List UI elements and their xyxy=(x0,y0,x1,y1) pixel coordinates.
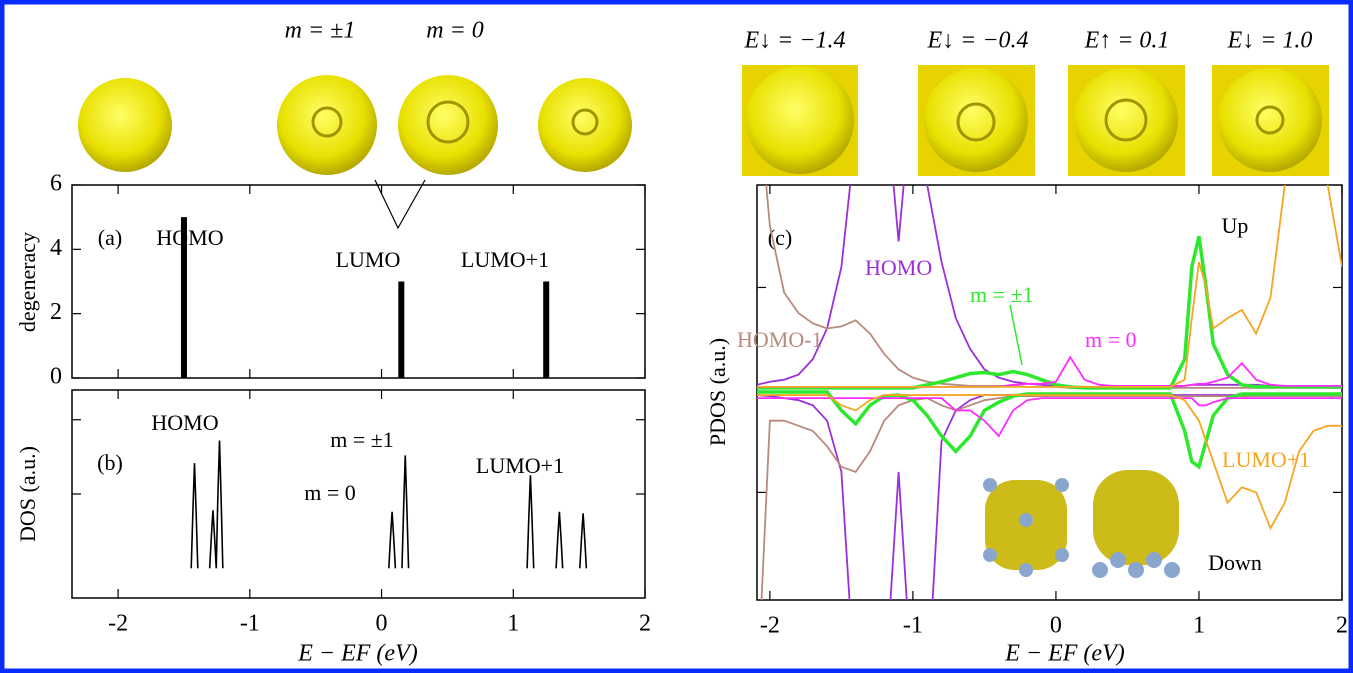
atom xyxy=(1055,478,1069,492)
molecule-detail xyxy=(956,102,996,142)
molecule-detail xyxy=(1255,105,1285,135)
image-label: m = 0 xyxy=(426,18,484,44)
x-tick-label: 0 xyxy=(1050,613,1062,639)
y-axis-label: DOS (a.u.) xyxy=(15,446,40,542)
atom xyxy=(1128,562,1144,578)
atom xyxy=(1146,552,1162,568)
annotation: m = 0 xyxy=(304,480,356,505)
molecule-detail xyxy=(1104,98,1148,142)
atom xyxy=(1110,552,1126,568)
y-tick-label: 2 xyxy=(50,299,62,325)
atom xyxy=(1164,562,1180,578)
molecule xyxy=(538,78,632,172)
molecule-images xyxy=(78,65,1329,176)
series-label: m = ±1 xyxy=(970,282,1034,307)
annotation: LUMO xyxy=(336,247,401,272)
inset-molecule xyxy=(1093,470,1179,565)
annotation: Up xyxy=(1222,213,1249,238)
molecule-detail xyxy=(571,108,599,136)
molecule xyxy=(78,78,172,172)
pdos-up-line xyxy=(757,185,1342,388)
bar xyxy=(180,217,187,378)
y-tick-label: 0 xyxy=(50,364,62,390)
molecule xyxy=(277,75,377,175)
x-tick-label: 1 xyxy=(507,611,519,637)
pdos-down-line xyxy=(757,390,1342,470)
image-label: E↓ = −0.4 xyxy=(926,28,1028,54)
x-tick-label: 2 xyxy=(639,611,651,637)
annotation: LUMO+1 xyxy=(476,453,564,478)
atom xyxy=(1019,513,1033,527)
pdos-up-line xyxy=(757,235,1342,390)
annotation: HOMO xyxy=(156,225,223,250)
panel-label: (b) xyxy=(97,450,123,475)
image-label: E↓ = 1.0 xyxy=(1227,28,1313,54)
plot-frame xyxy=(71,184,646,379)
pointer-lines xyxy=(374,179,426,230)
y-tick-label: 6 xyxy=(50,171,62,197)
x-tick-label: 1 xyxy=(1193,613,1205,639)
inset-structures xyxy=(983,470,1180,578)
bar xyxy=(543,281,550,378)
dos-line xyxy=(190,440,588,569)
x-tick-label: 2 xyxy=(1336,613,1348,639)
atom xyxy=(1092,562,1108,578)
x-tick-label: -2 xyxy=(760,613,780,639)
series-label: m = 0 xyxy=(1085,327,1137,352)
x-tick-label: -1 xyxy=(903,613,923,639)
x-axis-label: E − EF (eV) xyxy=(1004,641,1124,667)
pdos-down-line xyxy=(757,397,1342,438)
image-label: E↓ = −1.4 xyxy=(743,28,845,54)
pdos-down-line xyxy=(757,394,1342,531)
x-tick-label: -1 xyxy=(240,611,260,637)
annotation: LUMO+1 xyxy=(461,247,549,272)
atom xyxy=(983,478,997,492)
molecule xyxy=(746,66,854,174)
annotation: Down xyxy=(1208,550,1262,575)
image-label: m = ±1 xyxy=(285,18,356,44)
image-label: E↑ = 0.1 xyxy=(1084,28,1170,54)
molecule xyxy=(1074,68,1178,172)
atom xyxy=(983,548,997,562)
series-label: HOMO xyxy=(865,255,932,280)
bar xyxy=(398,281,405,378)
panel-label: (a) xyxy=(98,225,122,250)
atom xyxy=(1055,548,1069,562)
annotation: m = ±1 xyxy=(330,427,394,452)
x-tick-label: 0 xyxy=(376,611,388,637)
x-tick-label: -2 xyxy=(108,611,128,637)
molecule xyxy=(398,75,498,175)
y-axis-label: degeneracy xyxy=(15,232,40,332)
y-axis-label: PDOS (a.u.) xyxy=(705,338,730,446)
annotation: HOMO xyxy=(151,410,218,435)
y-tick-label: 4 xyxy=(50,235,62,261)
series-label: HOMO-1 xyxy=(737,327,823,352)
molecule xyxy=(1218,68,1322,172)
molecule-detail xyxy=(311,106,343,138)
series-label: LUMO+1 xyxy=(1222,447,1310,472)
x-axis-label: E − EF (eV) xyxy=(297,641,417,667)
atom xyxy=(1019,563,1033,577)
molecule xyxy=(924,68,1028,172)
molecule-detail xyxy=(426,100,470,144)
label-pointer xyxy=(1009,304,1023,366)
